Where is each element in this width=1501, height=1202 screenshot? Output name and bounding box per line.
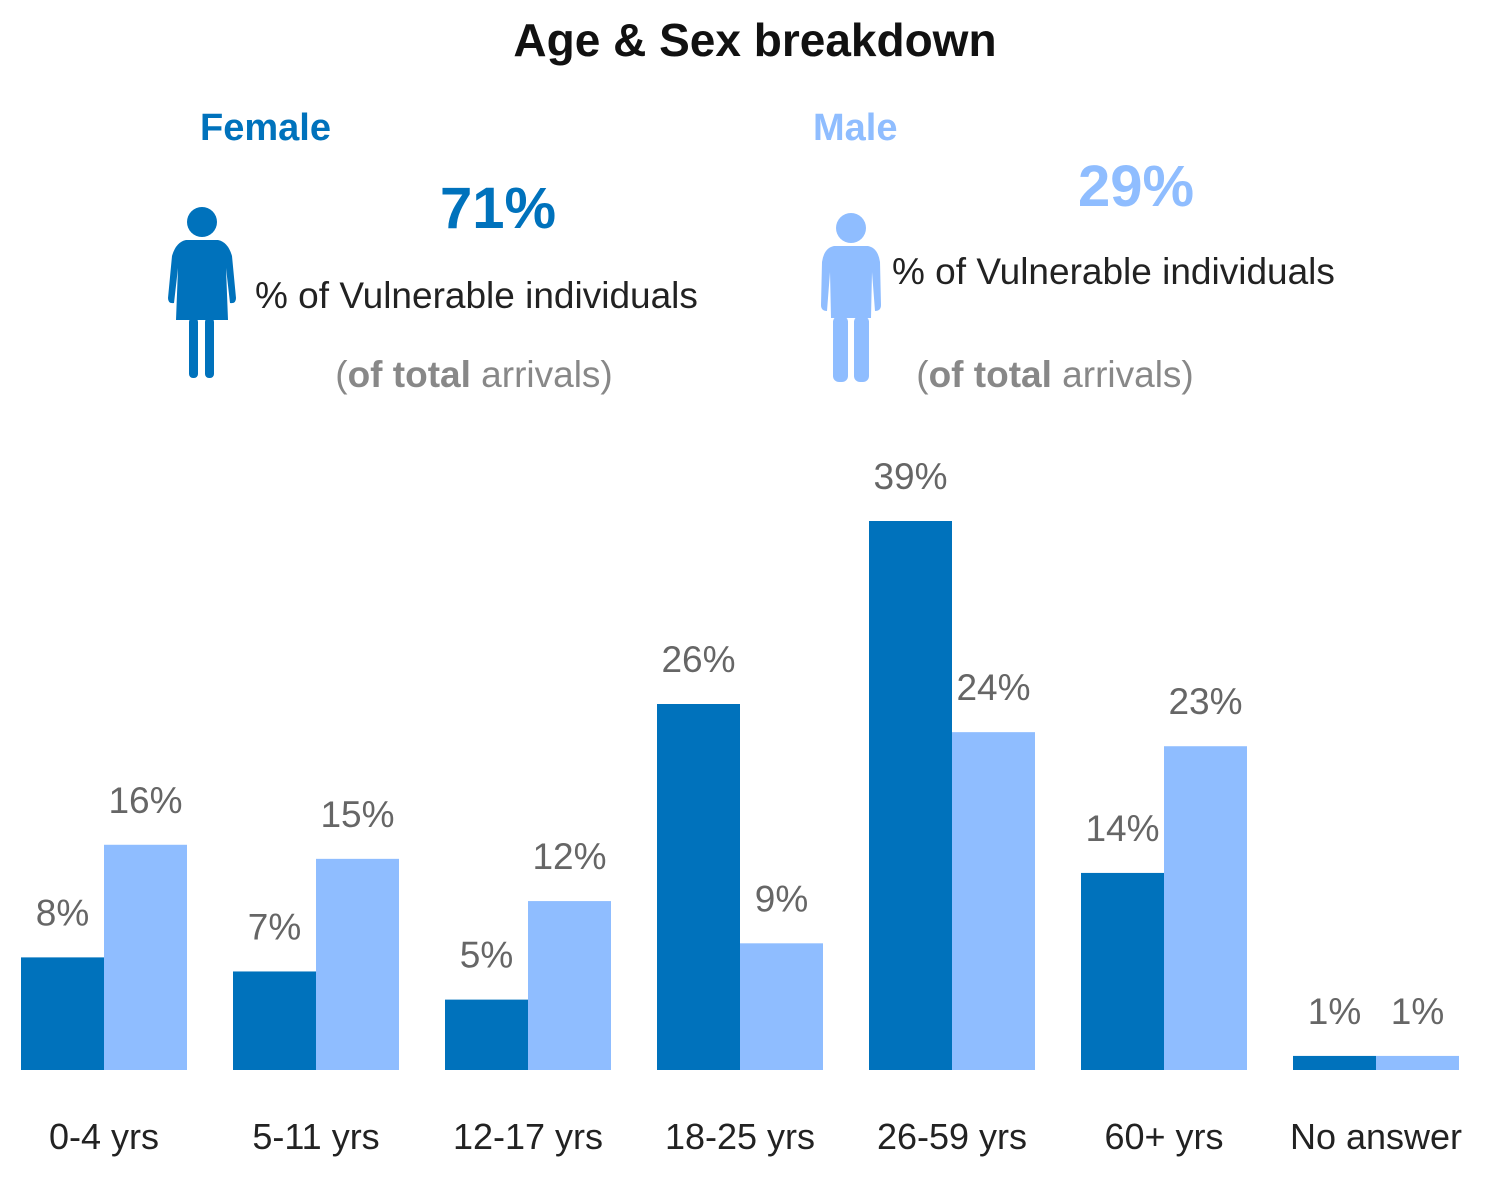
sex-note-part: arrivals) (1052, 354, 1194, 395)
bar (316, 858, 399, 1070)
sex-label: Female (200, 107, 331, 149)
value-label: 24% (956, 667, 1030, 708)
sex-note-part: arrivals) (471, 354, 613, 395)
bar (21, 957, 104, 1070)
value-label: 26% (661, 639, 735, 680)
value-label: 39% (873, 456, 947, 497)
value-label: 14% (1085, 808, 1159, 849)
chart-title: Age & Sex breakdown (513, 14, 996, 66)
sex-caption: % of Vulnerable individuals (892, 251, 1335, 292)
bar (1164, 746, 1247, 1070)
bar (1293, 1055, 1376, 1070)
bar (740, 943, 823, 1070)
x-tick-label: 60+ yrs (1104, 1116, 1224, 1157)
x-tick-label: No answer (1289, 1116, 1463, 1157)
sex-share: 29% (1078, 154, 1194, 219)
sex-note-part: of total (348, 354, 471, 395)
value-label: 5% (460, 935, 513, 976)
sex-note: (of total arrivals) (335, 354, 612, 395)
female-icon (168, 207, 236, 378)
bar (233, 971, 316, 1070)
sex-share: 71% (440, 176, 556, 241)
value-label: 15% (320, 794, 394, 835)
sex-caption: % of Vulnerable individuals (255, 275, 698, 316)
value-label: 1% (1391, 991, 1444, 1032)
bar (528, 901, 611, 1070)
sex-label: Male (813, 107, 897, 149)
x-tick-label: 5-11 yrs (252, 1116, 380, 1157)
value-label: 12% (532, 836, 606, 877)
bar (104, 844, 187, 1070)
x-tick-label: 18-25 yrs (664, 1116, 816, 1157)
bar (445, 999, 528, 1070)
sex-note-part: ( (916, 354, 929, 395)
value-label: 1% (1308, 991, 1361, 1032)
value-label: 8% (36, 892, 89, 933)
bar (1081, 872, 1164, 1070)
bar (869, 521, 952, 1070)
x-tick-label: 12-17 yrs (452, 1116, 604, 1157)
value-label: 7% (248, 906, 301, 947)
x-tick-label: 0-4 yrs (48, 1116, 160, 1157)
value-label: 23% (1168, 681, 1242, 722)
sex-note: (of total arrivals) (916, 354, 1193, 395)
x-tick-label: 26-59 yrs (876, 1116, 1028, 1157)
sex-note-part: ( (335, 354, 348, 395)
bar (657, 704, 740, 1070)
value-label: 16% (108, 780, 182, 821)
male-icon (821, 213, 881, 382)
bar (952, 732, 1035, 1070)
value-label: 9% (755, 878, 808, 919)
sex-note-part: of total (929, 354, 1052, 395)
bar (1376, 1055, 1459, 1070)
